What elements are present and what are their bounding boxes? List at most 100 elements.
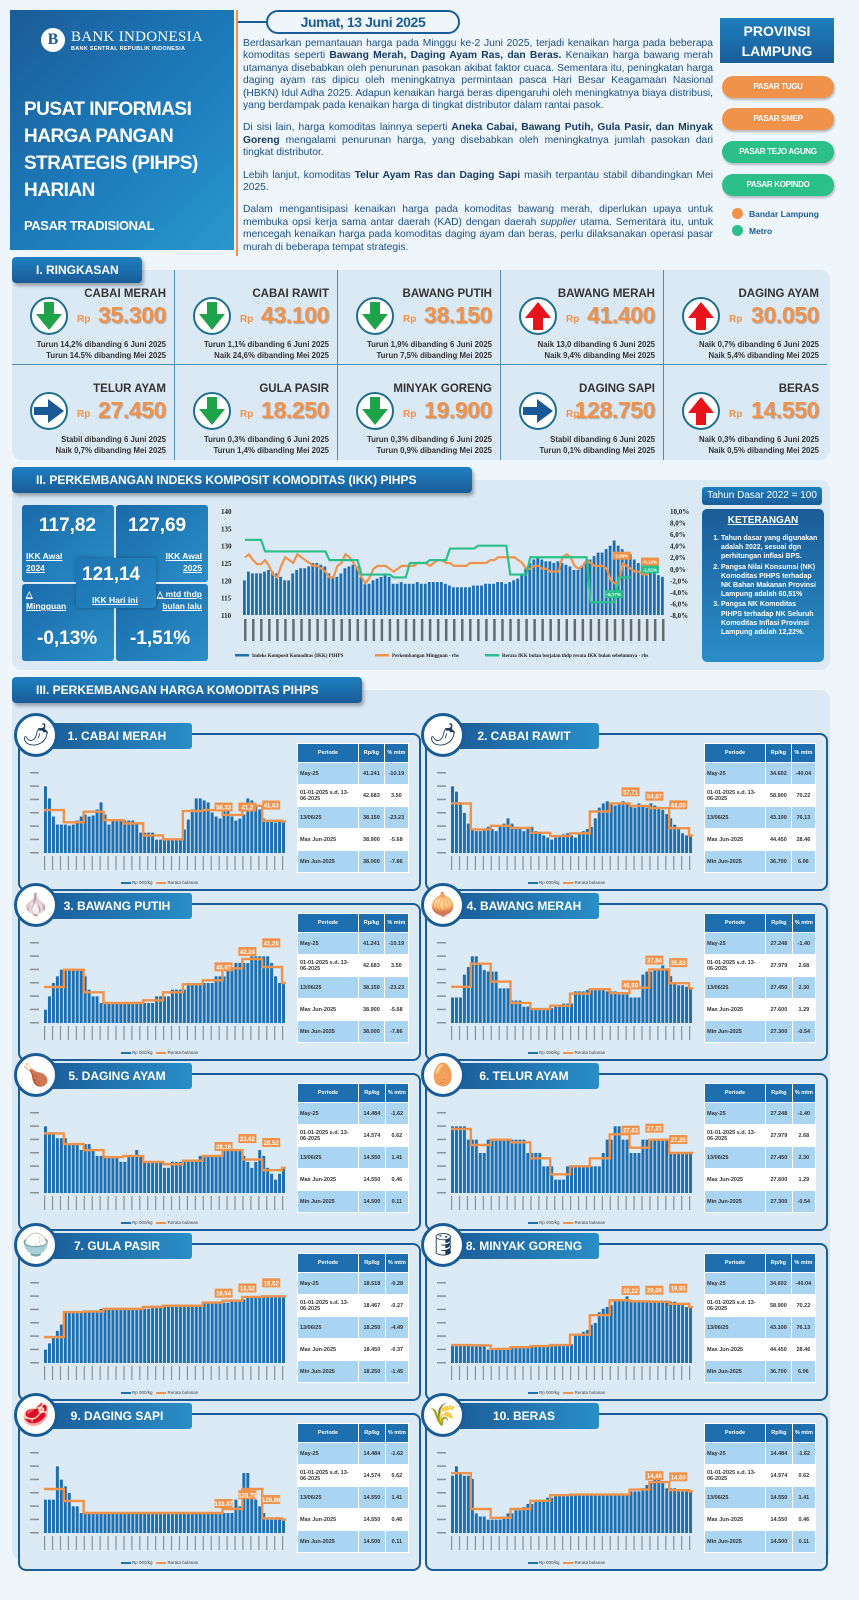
y-tick-label <box>30 1282 39 1284</box>
change-weekly: Turun 1,9% dibanding 6 Juni 2025 <box>366 340 492 349</box>
x-tick-label <box>274 856 276 870</box>
price-bar <box>178 838 182 853</box>
y-tick-label <box>30 1138 39 1141</box>
y-tick-label <box>30 955 39 957</box>
table-row: 13/06/25 14.550 1.41 <box>296 1486 410 1509</box>
mtm-cell: 6.06 <box>790 850 817 873</box>
legend-swatch <box>156 1221 167 1224</box>
market-button-kopindo[interactable]: PASAR KOPINDO <box>722 174 834 196</box>
table-row: 01-01-2025 s.d. 13-06-2025 42.683 3.50 <box>296 954 410 977</box>
ikk-bar <box>560 563 564 615</box>
x-tick-label <box>282 856 284 870</box>
price-bar <box>246 1161 250 1193</box>
price-bar <box>470 956 474 1023</box>
x-tick-label <box>629 619 633 641</box>
data-label: 37,84 <box>647 959 663 965</box>
price-bar <box>462 974 466 1023</box>
section-title-summary: I. RINGKASAN <box>12 257 142 283</box>
price-bar <box>625 803 629 853</box>
price-bar <box>665 1301 669 1363</box>
price-bar <box>258 1506 262 1533</box>
price-bar <box>230 1513 234 1533</box>
price-cell: 38.900 <box>358 828 385 851</box>
price-bar <box>107 1308 111 1363</box>
x-tick-label <box>466 1026 469 1040</box>
legend-label: Rp 000/kg <box>538 1390 560 1395</box>
legend-swatch <box>156 1561 167 1564</box>
price-bar <box>534 1500 538 1533</box>
price-cell: 14.484 <box>358 1102 386 1125</box>
price-bar <box>127 1308 131 1363</box>
price-bar <box>238 963 242 1023</box>
price-bar <box>566 1166 570 1193</box>
legend-label: Rerata bulanan <box>574 1050 606 1055</box>
chart-legend: Rp 000/kg Rerata bulanan <box>427 1050 706 1055</box>
annotation-label: -5,77% <box>607 592 621 597</box>
ikk-bar <box>251 573 254 615</box>
commodity-chart-card: 🍗 5. DAGING AYAM 28,16 23,62 28,52 Periode… <box>14 1053 421 1231</box>
period-cell: 13/06/25 <box>703 1316 767 1339</box>
x-tick-label <box>546 856 548 870</box>
price-bar <box>510 1139 514 1193</box>
price-bar <box>234 963 238 1023</box>
x-tick-label <box>452 619 456 641</box>
price-bar <box>502 988 506 1023</box>
table-row: 13/06/25 43.100 76.13 <box>703 1316 817 1339</box>
price-bar <box>669 976 673 1023</box>
table-row: 01-01-2025 s.d. 13-06-2025 18.467 -0.27 <box>296 1294 410 1317</box>
table-row: 01-01-2025 s.d. 13-06-2025 14.574 0.62 <box>296 1124 410 1147</box>
price-bar <box>629 805 633 853</box>
ikk-bar <box>411 583 415 615</box>
price-bar <box>274 822 278 853</box>
price-bar <box>645 1301 649 1363</box>
market-button-tejo-agung[interactable]: PASAR TEJO AGUNG <box>722 141 834 163</box>
x-tick-label <box>689 1196 691 1210</box>
legend-swatch <box>156 1391 167 1394</box>
price-bar <box>266 1296 270 1363</box>
price-bar <box>91 1312 95 1363</box>
price-bar <box>629 1153 633 1193</box>
x-tick-label <box>557 619 560 641</box>
price-bar <box>59 969 63 1023</box>
change-weekly: Stabil dibanding 6 Juni 2025 <box>61 435 166 444</box>
x-tick-label <box>689 856 691 870</box>
period-cell: 13/06/25 <box>703 976 767 999</box>
price-bar <box>593 1166 597 1193</box>
price-bar <box>103 814 107 853</box>
price-bar <box>242 1473 246 1533</box>
price-bar <box>657 1139 661 1193</box>
ikk-bar <box>640 564 644 615</box>
x-tick-label <box>689 1536 691 1550</box>
price-bar <box>649 1301 653 1363</box>
x-tick-label <box>617 1196 619 1210</box>
price-bar <box>625 1139 629 1193</box>
price-bar <box>601 803 605 853</box>
price-bar <box>506 1139 510 1193</box>
period-cell: Min Jun-2025 <box>703 1190 767 1213</box>
data-label: 57,71 <box>623 790 639 796</box>
price-bar <box>115 1513 119 1533</box>
x-tick-label <box>482 1026 484 1040</box>
commodity-title: 5. DAGING AYAM <box>42 1063 192 1089</box>
y-tick-label <box>437 852 446 854</box>
market-button-tugu[interactable]: PASAR TUGU <box>722 76 834 98</box>
mtm-cell: 2.30 <box>791 1146 817 1169</box>
x-tick-label <box>170 1366 173 1380</box>
ikk-bar <box>500 582 504 615</box>
ikk-hari-ini-box: 121,14 IKK Hari ini <box>76 558 156 608</box>
price-bar <box>625 1296 629 1363</box>
period-cell: May-25 <box>703 1102 767 1125</box>
change-monthly: Turun 14.5% dibanding Mei 2025 <box>46 351 166 360</box>
price-bar <box>95 996 99 1023</box>
legend-swatch <box>563 1561 574 1564</box>
x-tick-label <box>625 856 627 870</box>
y-tick-label <box>437 1505 446 1507</box>
x-tick-label <box>625 1366 627 1380</box>
legend-label: Rerata bulanan <box>574 1390 606 1395</box>
x-tick-label <box>51 1026 54 1040</box>
market-button-smep[interactable]: PASAR SMEP <box>722 108 834 130</box>
price-bar <box>502 1516 506 1533</box>
x-tick-label <box>490 1536 492 1550</box>
price-bar <box>649 803 653 853</box>
